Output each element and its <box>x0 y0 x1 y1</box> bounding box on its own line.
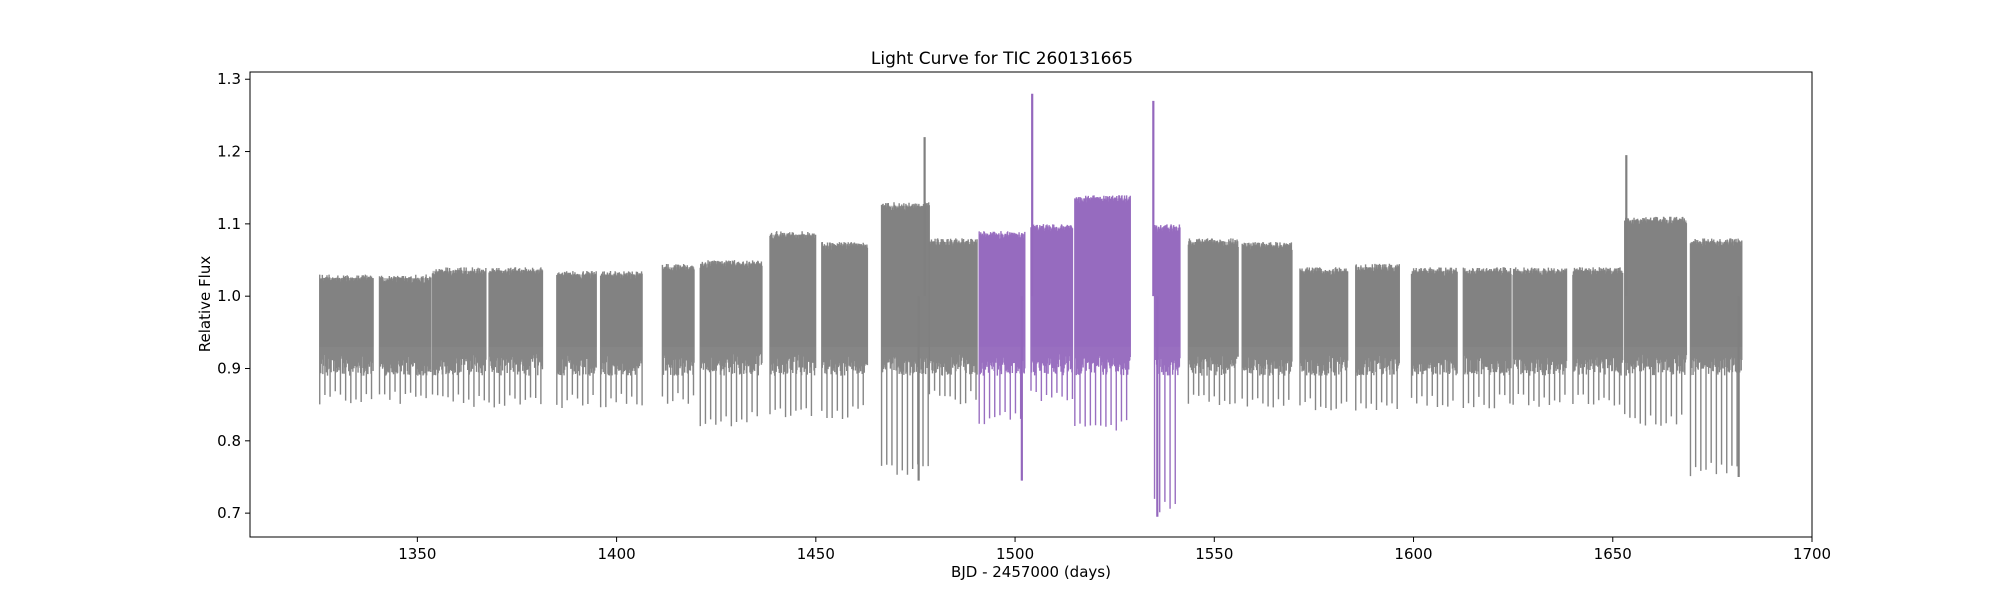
observation-segment <box>1689 238 1743 477</box>
data-layer <box>319 93 1743 517</box>
x-tick-label: 1650 <box>1594 545 1632 563</box>
observation-segment <box>1074 195 1131 431</box>
x-tick-label: 1550 <box>1195 545 1233 563</box>
y-axis: 0.7 0.8 0.9 1.0 1.1 1.2 1.3 <box>217 70 250 522</box>
observation-segment <box>1572 267 1624 406</box>
flux-band <box>700 263 763 347</box>
flux-band <box>1463 270 1512 347</box>
y-tick-label: 1.0 <box>217 287 241 305</box>
observation-segment <box>599 270 643 408</box>
x-tick-label: 1350 <box>398 545 436 563</box>
y-tick-label: 0.9 <box>217 360 241 378</box>
y-tick-label: 1.2 <box>217 143 241 161</box>
series-0 <box>319 202 1743 477</box>
flux-band <box>432 270 486 347</box>
flux-band <box>1299 270 1348 347</box>
observation-segment <box>880 202 930 475</box>
x-tick-label: 1400 <box>597 545 635 563</box>
y-tick-label: 0.7 <box>217 504 241 522</box>
observation-segment <box>1187 238 1239 405</box>
flux-band <box>770 234 816 347</box>
flux-band <box>1154 227 1181 347</box>
flux-band <box>1690 241 1743 347</box>
flux-band <box>1572 270 1623 347</box>
x-tick-label: 1600 <box>1394 545 1432 563</box>
observation-segment <box>1030 224 1074 402</box>
flux-band <box>379 278 432 347</box>
observation-segment <box>1624 216 1688 426</box>
flux-band <box>1031 227 1073 347</box>
observation-segment <box>1410 267 1458 408</box>
flux-band <box>1074 198 1131 347</box>
flux-band <box>1411 270 1458 347</box>
flux-band <box>319 278 374 347</box>
observation-segment <box>821 241 869 419</box>
y-axis-label: Relative Flux <box>196 256 214 353</box>
plot-area-frame <box>249 71 1813 538</box>
observation-segment <box>661 263 695 404</box>
observation-segment <box>431 267 487 407</box>
series-1 <box>978 195 1181 513</box>
observation-segment <box>928 238 978 405</box>
flux-band <box>929 241 978 347</box>
flux-band <box>821 245 868 347</box>
observation-segment <box>378 274 432 404</box>
flux-band <box>1513 270 1567 347</box>
flux-band <box>979 234 1026 347</box>
x-axis: 1350 1400 1450 1500 1550 1600 1650 1700 <box>398 537 1831 563</box>
x-tick-label: 1700 <box>1793 545 1831 563</box>
flux-band <box>1624 220 1687 347</box>
y-tick-label: 1.3 <box>217 70 241 88</box>
flux-band <box>1188 241 1239 347</box>
x-tick-label: 1450 <box>797 545 835 563</box>
flux-band <box>1355 267 1400 347</box>
x-axis-label: BJD - 2457000 (days) <box>951 563 1111 581</box>
flux-band <box>489 270 543 347</box>
observation-segment <box>1241 241 1293 408</box>
y-tick-label: 1.1 <box>217 215 241 233</box>
chart-title: Light Curve for TIC 260131665 <box>871 49 1133 69</box>
observation-segment <box>556 271 597 409</box>
y-tick-label: 0.8 <box>217 432 241 450</box>
x-tick-label: 1500 <box>996 545 1034 563</box>
observation-segment <box>699 260 763 427</box>
observation-segment <box>978 231 1026 425</box>
observation-segment <box>488 267 544 408</box>
flux-band <box>662 267 695 347</box>
flux-band <box>600 274 643 347</box>
flux-band <box>556 274 597 347</box>
observation-segment <box>319 274 374 405</box>
observation-segment <box>1462 267 1512 409</box>
observation-segment <box>1512 267 1568 407</box>
observation-segment <box>1299 267 1349 411</box>
observation-segment <box>1355 263 1400 411</box>
observation-segment <box>769 231 817 418</box>
flux-band <box>1242 245 1292 347</box>
observation-segment <box>1153 224 1181 513</box>
flux-band <box>881 205 930 347</box>
